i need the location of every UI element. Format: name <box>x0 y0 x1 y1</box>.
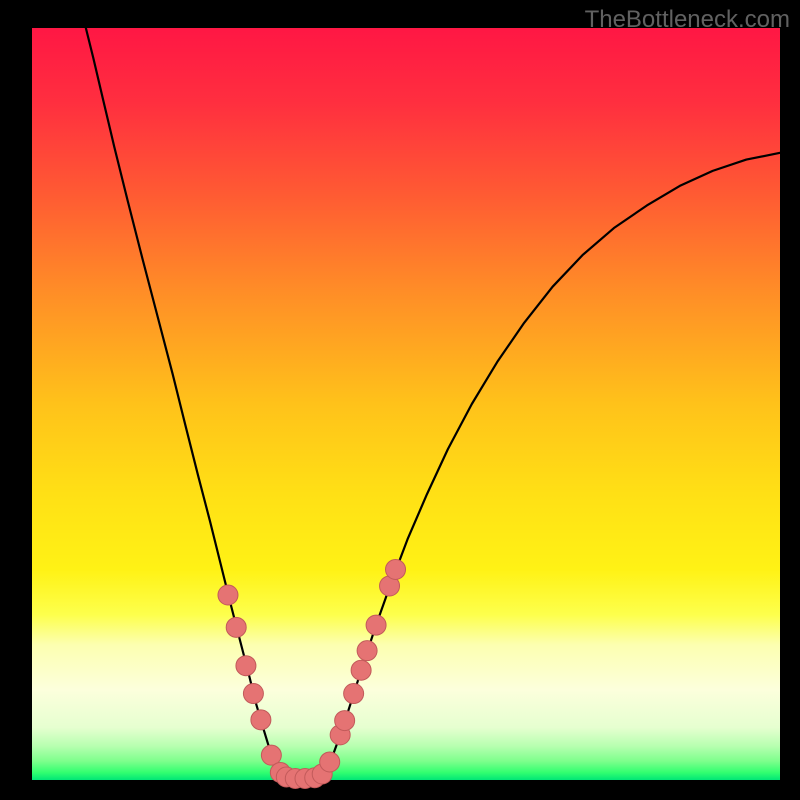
data-marker <box>236 656 256 676</box>
data-marker <box>335 711 355 731</box>
curve-right <box>318 153 780 779</box>
data-marker <box>386 559 406 579</box>
data-marker <box>320 752 340 772</box>
data-marker <box>251 710 271 730</box>
data-marker <box>357 641 377 661</box>
chart-svg <box>0 0 800 800</box>
data-marker <box>218 585 238 605</box>
data-marker <box>344 684 364 704</box>
data-marker <box>351 660 371 680</box>
data-marker <box>243 684 263 704</box>
data-marker <box>226 617 246 637</box>
data-marker <box>366 615 386 635</box>
